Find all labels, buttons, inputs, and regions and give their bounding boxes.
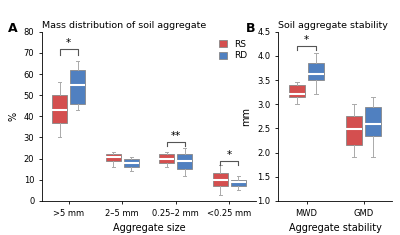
PathPatch shape [70,70,85,104]
Text: Soil aggregate stability: Soil aggregate stability [278,20,388,30]
PathPatch shape [177,154,192,169]
Text: *: * [227,150,232,160]
PathPatch shape [124,159,139,167]
PathPatch shape [52,95,67,123]
PathPatch shape [213,173,228,186]
PathPatch shape [106,154,121,161]
Text: **: ** [171,131,181,141]
Y-axis label: mm: mm [242,107,252,126]
Text: *: * [66,38,71,48]
X-axis label: Aggregate stability: Aggregate stability [288,223,382,233]
Legend: RS, RD: RS, RD [217,38,249,62]
PathPatch shape [365,107,381,136]
PathPatch shape [231,180,246,186]
Text: A: A [8,22,17,35]
Text: *: * [304,35,309,45]
Text: B: B [246,22,256,35]
Text: Mass distribution of soil aggregate: Mass distribution of soil aggregate [42,20,206,30]
X-axis label: Aggregate size: Aggregate size [113,223,185,233]
PathPatch shape [346,116,362,145]
PathPatch shape [308,63,324,80]
PathPatch shape [159,154,174,163]
Y-axis label: %: % [8,112,18,121]
PathPatch shape [289,85,305,97]
